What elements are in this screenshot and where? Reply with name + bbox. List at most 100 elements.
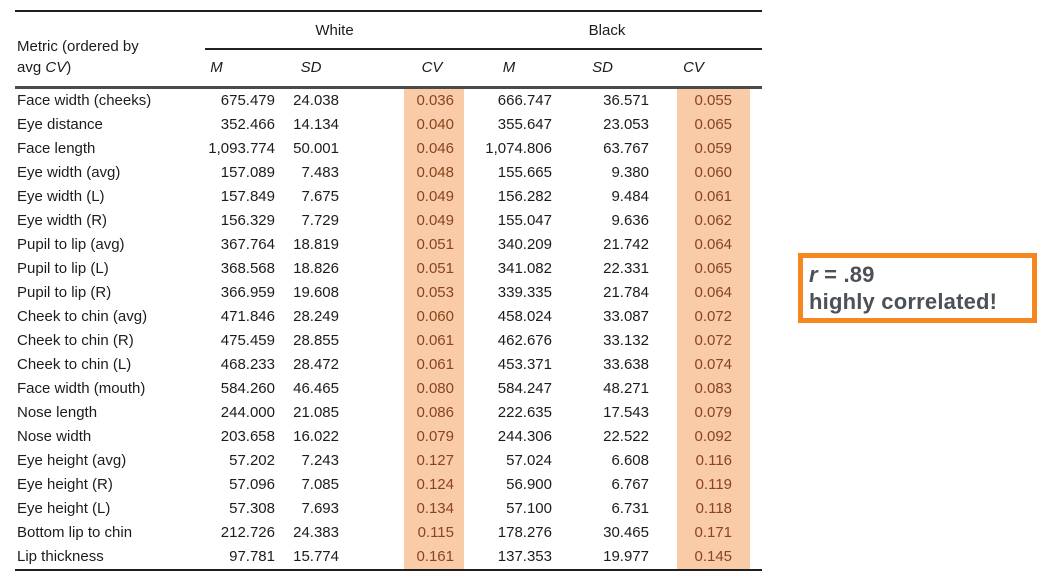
black-cv-cell: 0.061 — [651, 184, 763, 209]
white-m-cell: 157.849 — [220, 187, 275, 205]
table-header: Metric (ordered by avg CV) White Black M … — [15, 11, 763, 87]
white-sd-cell: 19.608 — [293, 283, 339, 301]
metric-column-header: Metric (ordered by avg CV) — [15, 11, 205, 87]
black-m-cell: 340.209 — [497, 235, 552, 253]
white-sd-cell: 50.001 — [293, 139, 339, 157]
black-m-cell: 666.747 — [497, 91, 552, 109]
white-sd-header: SD — [300, 59, 322, 77]
white-cv-cell: 0.079 — [372, 424, 464, 449]
black-sd-cell: 48.271 — [603, 379, 649, 397]
metric-cell: Eye height (avg) — [17, 451, 127, 469]
white-m-cell: 471.846 — [220, 307, 275, 325]
black-sd-cell: 23.053 — [603, 115, 649, 133]
white-cv-header: CV — [421, 59, 443, 77]
black-m-cell: 56.900 — [506, 475, 552, 493]
metric-cell: Nose length — [17, 403, 98, 421]
white-m-cell: 156.329 — [220, 211, 275, 229]
white-cv-cell: 0.127 — [372, 448, 464, 473]
black-cv-cell: 0.055 — [651, 87, 763, 113]
metric-cell: Face width (mouth) — [17, 379, 146, 397]
black-cv-cell: 0.171 — [651, 520, 763, 545]
black-sd-cell: 6.731 — [611, 499, 649, 517]
black-cv-cell: 0.079 — [651, 400, 763, 425]
white-cv-cell: 0.134 — [372, 496, 464, 521]
white-cv-cell: 0.080 — [372, 376, 464, 401]
table-row: Face width (cheeks) 675.479 24.038 0.036… — [15, 87, 763, 113]
black-cv-cell: 0.145 — [651, 544, 763, 570]
white-m-cell: 352.466 — [220, 115, 275, 133]
black-cv-cell: 0.083 — [651, 376, 763, 401]
white-sd-cell: 18.826 — [293, 259, 339, 277]
white-m-cell: 244.000 — [220, 403, 275, 421]
white-m-cell: 157.089 — [220, 163, 275, 181]
white-cv-cell: 0.124 — [372, 472, 464, 497]
white-cv-cell: 0.086 — [372, 400, 464, 425]
table-row: Face width (mouth) 584.260 46.465 0.080 … — [15, 376, 763, 401]
black-sd-cell: 9.636 — [611, 211, 649, 229]
metric-cell: Lip thickness — [17, 547, 104, 565]
table-row: Eye width (L) 157.849 7.675 0.049 156.28… — [15, 184, 763, 209]
black-cv-cell: 0.065 — [651, 256, 763, 281]
white-cv-cell: 0.046 — [372, 136, 464, 161]
white-cv-cell: 0.048 — [372, 160, 464, 185]
white-sd-cell: 7.243 — [301, 451, 339, 469]
black-sd-cell: 33.087 — [603, 307, 649, 325]
table-row: Nose width 203.658 16.022 0.079 244.306 … — [15, 424, 763, 449]
black-cv-cell: 0.118 — [651, 496, 763, 521]
black-sd-cell: 22.522 — [603, 427, 649, 445]
table-row: Face length 1,093.774 50.001 0.046 1,074… — [15, 136, 763, 161]
white-cv-cell: 0.060 — [372, 304, 464, 329]
white-m-cell: 203.658 — [220, 427, 275, 445]
table-row: Pupil to lip (L) 368.568 18.826 0.051 34… — [15, 256, 763, 281]
black-cv-cell: 0.065 — [651, 112, 763, 137]
black-sd-cell: 19.977 — [603, 547, 649, 565]
metric-cell: Pupil to lip (avg) — [17, 235, 125, 253]
white-cv-cell: 0.049 — [372, 184, 464, 209]
black-sd-cell: 17.543 — [603, 403, 649, 421]
white-cv-cell: 0.051 — [372, 256, 464, 281]
table-row: Pupil to lip (avg) 367.764 18.819 0.051 … — [15, 232, 763, 257]
metric-cell: Cheek to chin (L) — [17, 355, 132, 373]
white-m-cell: 1,093.774 — [208, 139, 275, 157]
white-sd-cell: 28.249 — [293, 307, 339, 325]
black-m-cell: 462.676 — [497, 331, 552, 349]
white-sd-cell: 18.819 — [293, 235, 339, 253]
black-cv-cell: 0.059 — [651, 136, 763, 161]
white-cv-cell: 0.049 — [372, 208, 464, 233]
black-sd-cell: 36.571 — [603, 91, 649, 109]
r-rest: = .89 — [817, 262, 875, 287]
table-row: Cheek to chin (avg) 471.846 28.249 0.060… — [15, 304, 763, 329]
white-sd-cell: 21.085 — [293, 403, 339, 421]
white-m-cell: 368.568 — [220, 259, 275, 277]
black-sd-header: SD — [592, 59, 613, 77]
metric-cell: Face length — [17, 139, 96, 157]
metric-cell: Cheek to chin (avg) — [17, 307, 148, 325]
black-sd-cell: 21.742 — [603, 235, 649, 253]
group-header-white: White — [205, 11, 464, 50]
table-row: Lip thickness 97.781 15.774 0.161 137.35… — [15, 544, 763, 570]
white-m-cell: 57.096 — [229, 475, 275, 493]
black-sd-cell: 63.767 — [603, 139, 649, 157]
black-sd-cell: 30.465 — [603, 523, 649, 541]
white-sd-cell: 46.465 — [293, 379, 339, 397]
black-m-cell: 155.665 — [497, 163, 552, 181]
black-m-cell: 222.635 — [497, 403, 552, 421]
white-sd-cell: 7.729 — [301, 211, 339, 229]
white-cv-cell: 0.161 — [372, 544, 464, 570]
table-row: Pupil to lip (R) 366.959 19.608 0.053 33… — [15, 280, 763, 305]
annotation-r-value: r = .89 — [809, 261, 1032, 288]
white-cv-cell: 0.040 — [372, 112, 464, 137]
metric-header-line1: Metric (ordered by — [17, 37, 139, 55]
black-m-cell: 339.335 — [497, 283, 552, 301]
black-cv-header: CV — [683, 59, 704, 77]
metric-cell: Eye height (L) — [17, 499, 111, 517]
black-m-cell: 1,074.806 — [485, 139, 552, 157]
metric-cell: Pupil to lip (R) — [17, 283, 112, 301]
white-cv-cell: 0.053 — [372, 280, 464, 305]
white-m-cell: 675.479 — [220, 91, 275, 109]
black-cv-cell: 0.064 — [651, 232, 763, 257]
white-cv-cell: 0.051 — [372, 232, 464, 257]
black-m-cell: 156.282 — [497, 187, 552, 205]
white-sd-cell: 28.472 — [293, 355, 339, 373]
metric-cell: Eye width (L) — [17, 187, 105, 205]
